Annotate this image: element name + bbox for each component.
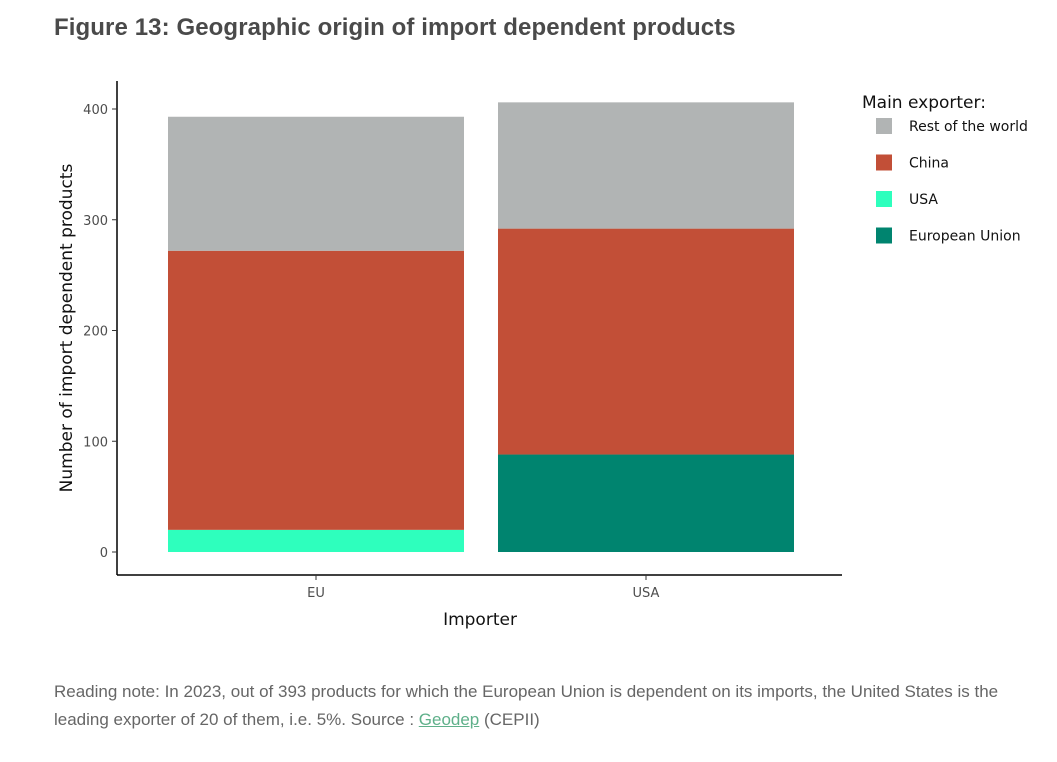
bar-eu-china	[168, 250, 464, 530]
stacked-bar-chart: 0 100 200 300 400 EU USA Importer Number of i…	[57, 81, 1028, 630]
bars-group	[168, 102, 794, 552]
y-axis-title: Number of import dependent products	[57, 164, 77, 493]
x-ticks-group: EU USA	[307, 575, 660, 601]
reading-note-source: (CEPII)	[479, 710, 540, 729]
legend-label-china: China	[909, 156, 949, 172]
y-tick-label: 0	[100, 546, 108, 561]
x-tick-label-usa: USA	[633, 586, 660, 601]
y-tick-label: 400	[83, 103, 108, 118]
legend-label-rest-of-the-world: Rest of the world	[909, 119, 1028, 135]
bar-eu-usa	[168, 529, 464, 552]
y-tick-label: 100	[83, 435, 108, 450]
reading-note-text: Reading note: In 2023, out of 393 produc…	[54, 682, 999, 729]
legend-label-european-union: European Union	[909, 229, 1021, 245]
y-tick-label: 200	[83, 325, 108, 340]
figure-title: Figure 13: Geographic origin of import d…	[54, 14, 736, 41]
legend-swatch-european-union	[876, 227, 892, 244]
geodep-link[interactable]: Geodep	[418, 710, 480, 729]
x-tick-label-eu: EU	[307, 586, 325, 601]
legend-title: Main exporter:	[862, 93, 986, 113]
legend-swatch-usa	[876, 191, 892, 207]
bar-usa-china	[498, 228, 794, 455]
y-tick-label: 300	[83, 214, 108, 229]
legend: Rest of the world China USA European Union	[876, 118, 1028, 245]
bar-usa-rest-of-the-world	[498, 102, 794, 229]
legend-label-usa: USA	[909, 192, 938, 208]
y-ticks-group: 0 100 200 300 400	[83, 103, 117, 561]
reading-note: Reading note: In 2023, out of 393 produc…	[54, 678, 1034, 734]
legend-swatch-china	[876, 154, 892, 171]
legend-swatch-rest-of-the-world	[876, 118, 892, 134]
bar-usa-european-union	[498, 454, 794, 552]
bar-eu-rest-of-the-world	[168, 116, 464, 251]
x-axis-title: Importer	[443, 610, 517, 630]
